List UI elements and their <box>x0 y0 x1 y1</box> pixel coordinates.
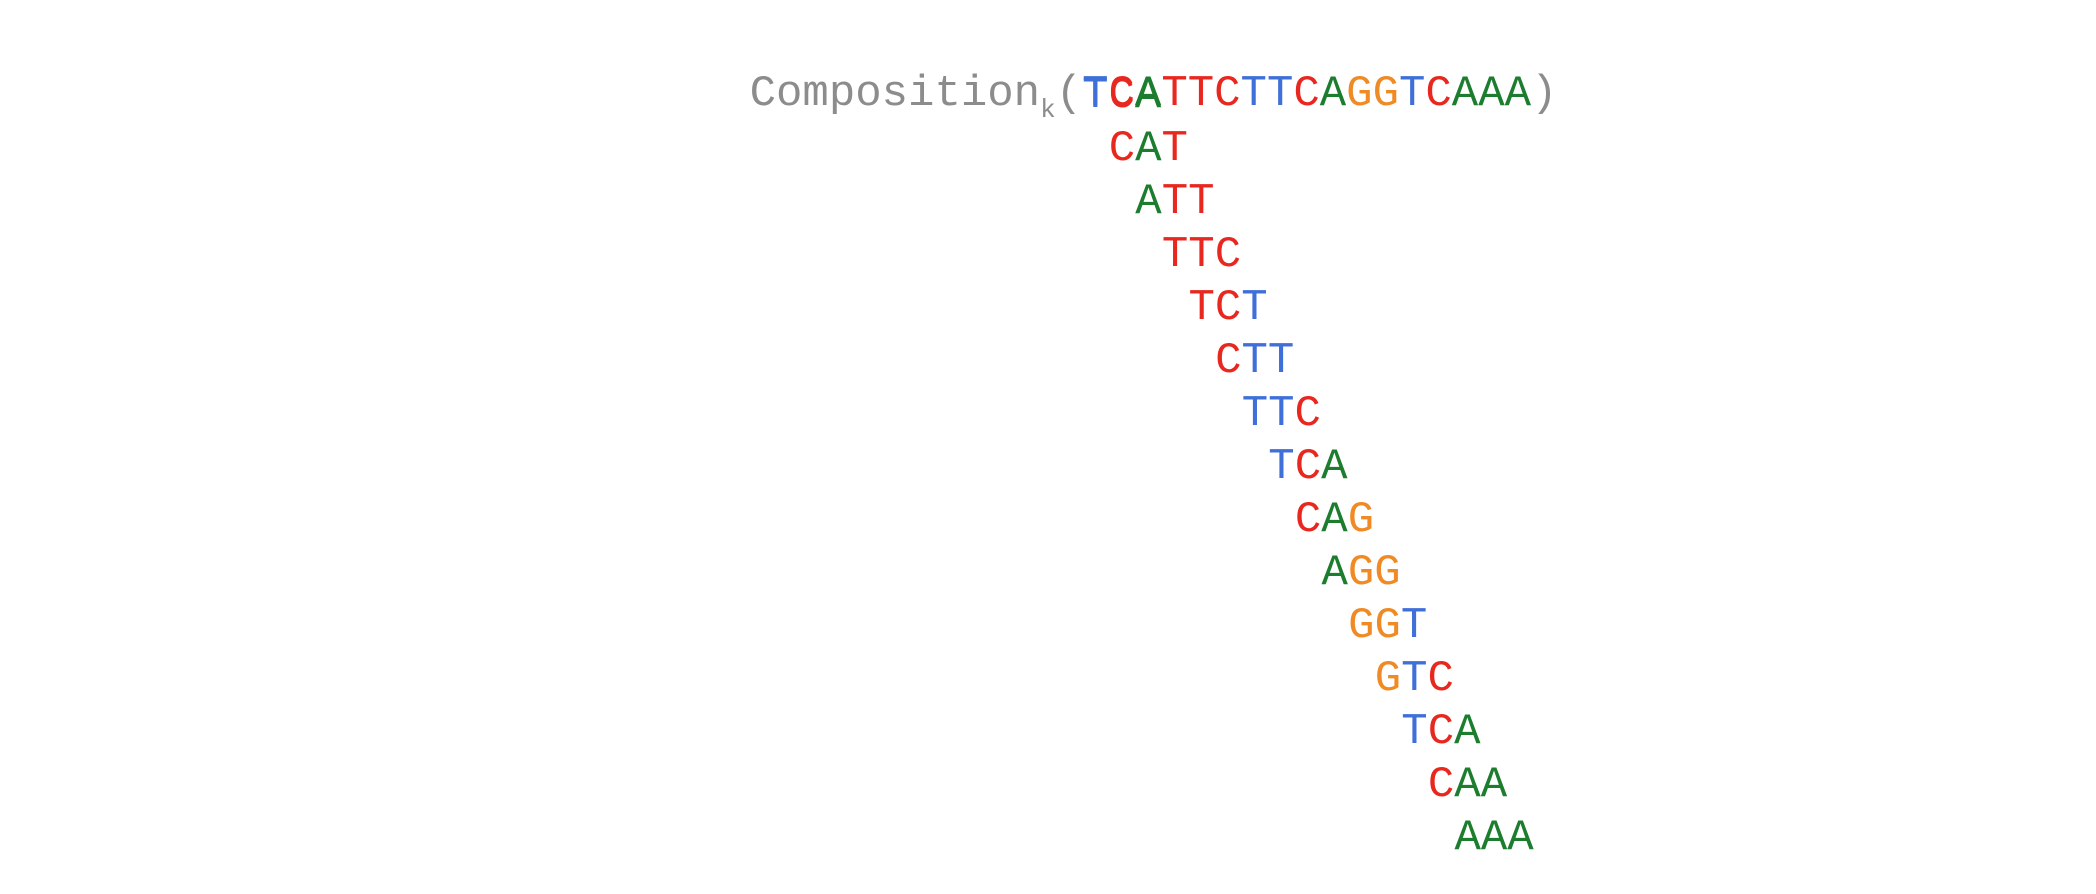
sequence-nucleotide: T <box>1266 69 1294 119</box>
kmer-nucleotide: G <box>1348 601 1375 651</box>
kmer-nucleotide: G <box>1347 495 1375 545</box>
kmer-nucleotide: A <box>1480 760 1508 810</box>
kmer-nucleotide: A <box>1454 813 1481 863</box>
kmer-row: AAA <box>1454 812 1533 864</box>
kmer-nucleotide: A <box>1321 548 1348 598</box>
kmer-row: GGT <box>1348 600 1427 652</box>
kmer-row: TCT <box>1188 282 1267 334</box>
kmer-row: CAT <box>1109 123 1188 175</box>
sequence-nucleotide: C <box>1425 69 1452 119</box>
composition-header: Compositionk(TCATTCTTCAGGTCAAA) <box>644 16 1558 188</box>
kmer-nucleotide: C <box>1108 124 1136 174</box>
kmer-nucleotide: C <box>1108 71 1135 121</box>
kmer-nucleotide: G <box>1374 654 1402 704</box>
kmer-nucleotide: T <box>1267 336 1295 386</box>
kmer-nucleotide: C <box>1427 654 1454 704</box>
kmer-nucleotide: A <box>1454 707 1481 757</box>
kmer-nucleotide: C <box>1427 760 1455 810</box>
sequence-nucleotide: C <box>1293 69 1320 119</box>
kmer-row: AGG <box>1321 547 1400 599</box>
sequence-nucleotide: C <box>1108 69 1135 119</box>
kmer-nucleotide: T <box>1400 601 1428 651</box>
sequence-nucleotide: T <box>1398 69 1426 119</box>
sequence-nucleotide: T <box>1082 69 1109 119</box>
kmer-nucleotide: A <box>1134 71 1162 121</box>
kmer-nucleotide: A <box>1321 442 1348 492</box>
dna-sequence: TCATTCTTCAGGTCAAA <box>1082 69 1531 119</box>
kmer-nucleotide: C <box>1294 442 1322 492</box>
kmer-nucleotide: T <box>1161 124 1188 174</box>
sequence-nucleotide: G <box>1346 69 1373 119</box>
close-paren: ) <box>1531 69 1558 119</box>
kmer-nucleotide: T <box>1268 442 1295 492</box>
kmer-nucleotide: T <box>1188 283 1215 333</box>
kmer-nucleotide: T <box>1188 177 1215 227</box>
kmer-nucleotide: A <box>1135 124 1162 174</box>
kmer-nucleotide: T <box>1188 230 1215 280</box>
sequence-nucleotide: C <box>1214 69 1241 119</box>
k-subscript: k <box>1040 95 1056 125</box>
kmer-nucleotide: G <box>1374 548 1401 598</box>
sequence-nucleotide: T <box>1187 69 1215 119</box>
kmer-nucleotide: T <box>1241 336 1268 386</box>
kmer-row: CAA <box>1428 759 1507 811</box>
sequence-nucleotide: A <box>1451 69 1479 119</box>
kmer-nucleotide: T <box>1268 389 1295 439</box>
kmer-nucleotide: C <box>1294 389 1321 439</box>
kmer-nucleotide: C <box>1214 230 1242 280</box>
kmer-row: CTT <box>1215 335 1294 387</box>
kmer-nucleotide: C <box>1427 707 1455 757</box>
kmer-nucleotide: A <box>1321 495 1348 545</box>
kmer-nucleotide: T <box>1082 71 1109 121</box>
kmer-nucleotide: A <box>1454 760 1481 810</box>
kmer-nucleotide: T <box>1161 230 1189 280</box>
sequence-nucleotide: A <box>1319 69 1347 119</box>
kmer-nucleotide: G <box>1347 548 1375 598</box>
kmer-row: TCA <box>1401 706 1480 758</box>
kmer-nucleotide: A <box>1480 813 1508 863</box>
sequence-nucleotide: G <box>1372 69 1399 119</box>
kmer-nucleotide: G <box>1374 601 1401 651</box>
kmer-row: TTC <box>1162 229 1241 281</box>
kmer-row: TCA <box>1082 70 1161 122</box>
kmer-row: TCA <box>1268 441 1347 493</box>
kmer-row: TTC <box>1242 388 1321 440</box>
kmer-nucleotide: C <box>1294 495 1322 545</box>
kmer-nucleotide: T <box>1401 707 1428 757</box>
kmer-row: ATT <box>1135 176 1214 228</box>
sequence-nucleotide: A <box>1134 69 1162 119</box>
kmer-nucleotide: T <box>1161 177 1189 227</box>
sequence-nucleotide: A <box>1478 69 1505 119</box>
sequence-nucleotide: T <box>1240 69 1267 119</box>
kmer-row: CAG <box>1295 494 1374 546</box>
kmer-nucleotide: A <box>1135 177 1162 227</box>
kmer-row: GTC <box>1375 653 1454 705</box>
kmer-nucleotide: C <box>1214 283 1242 333</box>
kmer-nucleotide: T <box>1241 283 1268 333</box>
sequence-nucleotide: T <box>1161 69 1188 119</box>
composition-label: Composition <box>749 69 1041 119</box>
open-paren: ( <box>1055 69 1083 119</box>
kmer-nucleotide: T <box>1401 654 1428 704</box>
sequence-nucleotide: A <box>1504 69 1531 119</box>
kmer-nucleotide: T <box>1241 389 1269 439</box>
kmer-nucleotide: C <box>1215 336 1242 386</box>
kmer-nucleotide: A <box>1507 813 1534 863</box>
